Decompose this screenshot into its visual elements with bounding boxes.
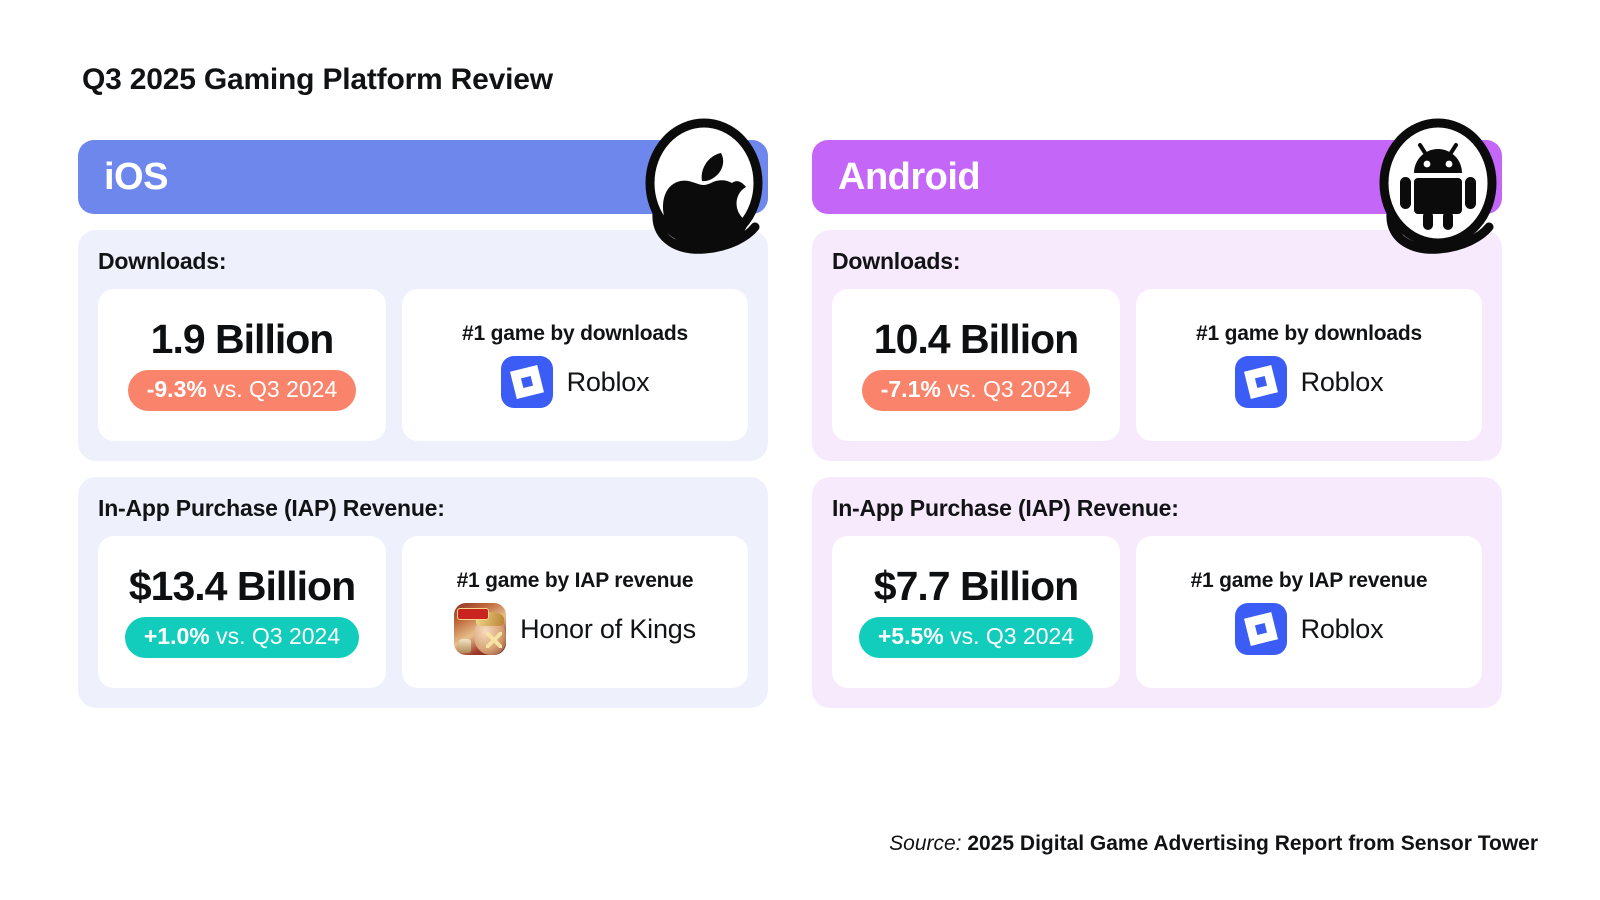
- stat-value: $7.7 Billion: [873, 563, 1079, 610]
- top-game-label: #1 game by downloads: [1196, 322, 1422, 345]
- panel-label: Downloads:: [98, 248, 227, 274]
- roblox-icon: [1234, 356, 1287, 408]
- source-footer: Source: 2025 Digital Game Advertising Re…: [889, 832, 1538, 856]
- top-game-name: Honor of Kings: [520, 613, 696, 644]
- platform-column-ios: iOS Downloads: 1.9 Billion -9.3% vs. Q3 …: [78, 118, 768, 708]
- stat-card: $7.7 Billion +5.5% vs. Q3 2024: [832, 536, 1120, 688]
- panel-cards: 10.4 Billion -7.1% vs. Q3 2024 #1 game b…: [832, 289, 1482, 441]
- top-game-card: #1 game by IAP revenue Honor of Kings: [402, 536, 748, 688]
- panel-cards: $13.4 Billion +1.0% vs. Q3 2024 #1 game …: [98, 536, 748, 688]
- panel-label: In-App Purchase (IAP) Revenue:: [98, 495, 445, 521]
- stat-card: 1.9 Billion -9.3% vs. Q3 2024: [98, 289, 386, 441]
- top-game-row: Roblox: [1234, 356, 1384, 408]
- delta-value: +5.5%: [877, 623, 944, 650]
- delta-comparison: vs. Q3 2024: [943, 623, 1075, 650]
- top-game-card: #1 game by downloads Roblox: [402, 289, 748, 441]
- stat-card: 10.4 Billion -7.1% vs. Q3 2024: [832, 289, 1120, 441]
- roblox-icon: [1234, 603, 1287, 655]
- stat-value: 10.4 Billion: [873, 316, 1079, 363]
- top-game-row: Roblox: [1234, 603, 1384, 655]
- top-game-card: #1 game by downloads Roblox: [1136, 289, 1482, 441]
- status-badge: -9.3% vs. Q3 2024: [127, 370, 357, 411]
- delta-value: -7.1%: [880, 376, 941, 403]
- delta-value: -9.3%: [146, 376, 207, 403]
- source-label: Source:: [889, 832, 962, 855]
- panel-cards: $7.7 Billion +5.5% vs. Q3 2024 #1 game b…: [832, 536, 1482, 688]
- platform-name-android: Android: [838, 155, 981, 198]
- metric-panel-ios-downloads: Downloads: 1.9 Billion -9.3% vs. Q3 2024…: [78, 230, 768, 461]
- top-game-card: #1 game by IAP revenue Roblox: [1136, 536, 1482, 688]
- panel-label: Downloads:: [832, 248, 961, 274]
- delta-value: +1.0%: [143, 623, 210, 650]
- top-game-label: #1 game by IAP revenue: [1190, 569, 1428, 592]
- stat-value: 1.9 Billion: [150, 316, 335, 363]
- status-badge: +1.0% vs. Q3 2024: [124, 617, 360, 658]
- platform-column-android: Android: [812, 118, 1502, 708]
- top-game-name: Roblox: [1300, 366, 1384, 397]
- delta-comparison: vs. Q3 2024: [206, 376, 338, 403]
- panel-cards: 1.9 Billion -9.3% vs. Q3 2024 #1 game by…: [98, 289, 748, 441]
- source-text: 2025 Digital Game Advertising Report fro…: [967, 832, 1538, 855]
- top-game-name: Roblox: [566, 366, 650, 397]
- top-game-label: #1 game by downloads: [462, 322, 688, 345]
- metric-panel-android-iap: In-App Purchase (IAP) Revenue: $7.7 Bill…: [812, 477, 1502, 708]
- roblox-icon: [500, 356, 553, 408]
- platform-header-ios: iOS: [78, 118, 768, 254]
- stat-card: $13.4 Billion +1.0% vs. Q3 2024: [98, 536, 386, 688]
- metric-panel-ios-iap: In-App Purchase (IAP) Revenue: $13.4 Bil…: [78, 477, 768, 708]
- top-game-label: #1 game by IAP revenue: [456, 569, 694, 592]
- status-badge: -7.1% vs. Q3 2024: [861, 370, 1091, 411]
- stat-value: $13.4 Billion: [128, 563, 356, 610]
- delta-comparison: vs. Q3 2024: [940, 376, 1072, 403]
- top-game-row: Honor of Kings: [454, 603, 696, 655]
- panel-label: In-App Purchase (IAP) Revenue:: [832, 495, 1179, 521]
- delta-comparison: vs. Q3 2024: [209, 623, 341, 650]
- top-game-name: Roblox: [1300, 613, 1384, 644]
- status-badge: +5.5% vs. Q3 2024: [858, 617, 1094, 658]
- platform-header-android: Android: [812, 118, 1502, 254]
- top-game-row: Roblox: [500, 356, 650, 408]
- metric-panel-android-downloads: Downloads: 10.4 Billion -7.1% vs. Q3 202…: [812, 230, 1502, 461]
- honor-of-kings-icon: [454, 603, 507, 655]
- platform-name-ios: iOS: [104, 155, 168, 198]
- page-title: Q3 2025 Gaming Platform Review: [82, 63, 553, 96]
